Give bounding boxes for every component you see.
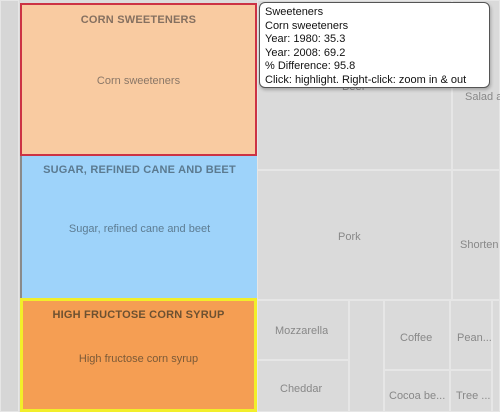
tile-pork[interactable]: Pork <box>257 170 452 300</box>
tooltip-year-1980: Year: 1980: 35.3 <box>265 33 346 46</box>
tile-sugar-refined[interactable]: SUGAR, REFINED CANE AND BEET Sugar, refi… <box>20 156 257 298</box>
tile-small-a[interactable] <box>349 300 384 412</box>
tile-cocoa-label: Cocoa be... <box>389 390 446 402</box>
tooltip-group: Sweeteners <box>265 6 324 18</box>
tile-mozzarella-label: Mozzarella <box>275 325 329 337</box>
tile-coffee-label: Coffee <box>400 332 433 344</box>
tile-pean-label: Pean... <box>457 332 492 344</box>
tooltip-hint: Click: highlight. Right-click: zoom in &… <box>265 73 467 86</box>
tile-salad-label: Salad a <box>465 91 500 103</box>
tile-pean[interactable]: Pean... <box>450 300 492 370</box>
hfcs-header: HIGH FRUCTOSE CORN SYRUP <box>52 309 225 321</box>
hfcs-label: High fructose corn syrup <box>78 353 199 365</box>
tooltip-difference: % Difference: 95.8 <box>265 60 356 73</box>
sugar-refined-label: Sugar, refined cane and beet <box>68 223 211 235</box>
tile-coffee[interactable]: Coffee <box>384 300 450 370</box>
tile-small-b[interactable] <box>492 300 500 412</box>
tile-cocoa[interactable]: Cocoa be... <box>384 370 450 412</box>
tile-cheddar[interactable]: Cheddar <box>257 360 349 412</box>
tile-high-fructose-corn-syrup[interactable]: HIGH FRUCTOSE CORN SYRUP High fructose c… <box>20 298 257 412</box>
hover-tooltip: Sweeteners Corn sweeteners Year: 1980: 3… <box>259 2 490 88</box>
tile-cheddar-label: Cheddar <box>280 383 323 395</box>
tile-tree-label: Tree ... <box>456 390 491 402</box>
corn-sweeteners-label: Corn sweeteners <box>96 75 181 87</box>
tile-mozzarella[interactable]: Mozzarella <box>257 300 349 360</box>
tooltip-year-2008: Year: 2008: 69.2 <box>265 46 346 59</box>
tile-tree[interactable]: Tree ... <box>450 370 492 412</box>
corn-sweeteners-header: CORN SWEETENERS <box>80 14 197 26</box>
tile-corn-sweeteners[interactable]: CORN SWEETENERS Corn sweeteners <box>20 3 257 156</box>
left-strip-tile[interactable] <box>0 0 19 412</box>
tile-shorten[interactable]: Shorten <box>452 170 500 300</box>
sugar-refined-header: SUGAR, REFINED CANE AND BEET <box>43 164 236 176</box>
tile-shorten-label: Shorten <box>460 239 499 251</box>
tooltip-item: Corn sweeteners <box>265 19 349 32</box>
tile-pork-label: Pork <box>338 231 361 243</box>
